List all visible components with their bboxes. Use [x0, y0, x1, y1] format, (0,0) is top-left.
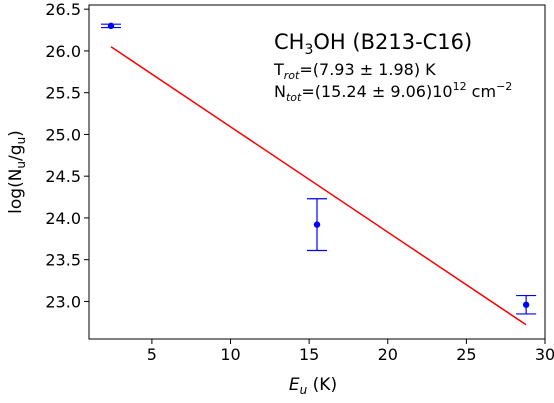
y-tick-label: 25.0: [45, 125, 81, 144]
x-tick-label: 30: [535, 345, 554, 364]
x-axis-title: Eu (K): [289, 375, 337, 397]
y-tick-label: 24.0: [45, 209, 81, 228]
y-axis-title: log(Nu/gu): [6, 130, 28, 214]
y-tick-label: 23.5: [45, 251, 81, 270]
y-tick-label: 26.0: [45, 42, 81, 61]
y-tick-label: 26.5: [45, 0, 81, 19]
annotation-title: CH3OH (B213-C16): [274, 30, 472, 58]
x-tick-label: 20: [378, 345, 398, 364]
x-tick-label: 25: [456, 345, 476, 364]
annotation-ntot: Ntot=(15.24 ± 9.06)1012 cm−2: [274, 80, 512, 104]
ticks-layer: 5 10 15 20 25 30 23.0 23.5 24.0 24.5 25.0 25.5 26.0 2…: [45, 0, 554, 364]
x-tick-label: 10: [220, 345, 240, 364]
fit-line: [110, 46, 527, 326]
annotation-trot: Trot=(7.93 ± 1.98) K: [273, 60, 436, 82]
plot-layer: [101, 22, 537, 326]
y-tick-label: 23.0: [45, 292, 81, 311]
plot-frame: [88, 4, 546, 340]
x-tick-label: 5: [147, 345, 157, 364]
data-point: [107, 22, 115, 30]
y-tick-label: 24.5: [45, 167, 81, 186]
x-tick-label: 15: [299, 345, 319, 364]
data-point: [313, 221, 321, 228]
data-point: [522, 301, 530, 308]
y-tick-label: 25.5: [45, 84, 81, 103]
